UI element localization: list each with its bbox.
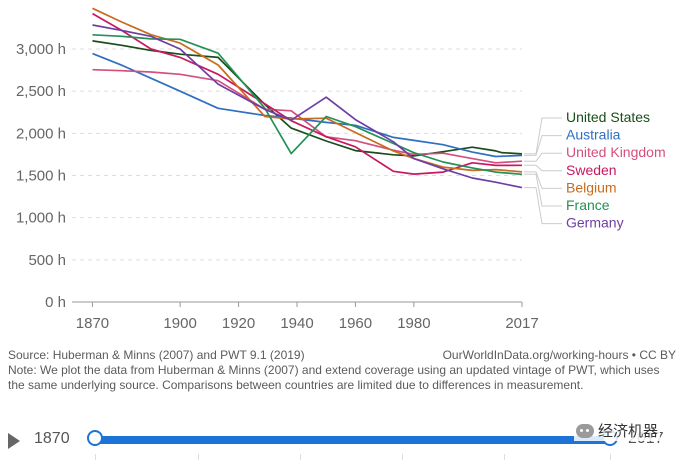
timeline-ticks: [95, 454, 612, 460]
y-tick-label: 500 h: [28, 252, 66, 269]
x-tick-label: 1960: [339, 315, 372, 332]
wechat-icon: [576, 423, 594, 438]
y-tick-label: 0 h: [45, 294, 66, 311]
x-tick-label: 1870: [76, 315, 109, 332]
source-text: Source: Huberman & Minns (2007) and PWT …: [8, 348, 305, 362]
x-tick-label: 2017: [505, 315, 538, 332]
y-tick-label: 1,500 h: [16, 168, 66, 185]
legend-connector-france: [524, 173, 562, 207]
timeline-slider: 1870 2017: [0, 424, 683, 460]
legend-label-united-states[interactable]: United States: [566, 109, 650, 125]
legend-connector-belgium: [524, 171, 562, 189]
x-tick-label: 1940: [280, 315, 313, 332]
x-tick-label: 1920: [222, 315, 255, 332]
legend-connector-united-kingdom: [524, 152, 562, 162]
legend-connector-sweden: [524, 164, 562, 172]
legend-label-sweden[interactable]: Sweden: [566, 162, 617, 178]
legend-connector-germany: [524, 187, 562, 225]
series-line-france[interactable]: [92, 33, 523, 176]
watermark: 经济机器: [574, 420, 661, 441]
note-text: Note: We plot the data from Huberman & M…: [8, 363, 660, 392]
chart-footer: Source: Huberman & Minns (2007) and PWT …: [8, 348, 676, 393]
timeline-track[interactable]: [95, 436, 611, 444]
legend-connector-united-states: [524, 117, 562, 155]
series-line-united-states[interactable]: [92, 40, 523, 157]
legend-connector-australia: [524, 135, 562, 156]
watermark-text: 经济机器: [598, 423, 659, 440]
legend-label-australia[interactable]: Australia: [566, 127, 621, 143]
credit-link[interactable]: OurWorldInData.org/working-hours • CC BY: [442, 348, 676, 362]
play-icon[interactable]: [8, 433, 20, 449]
legend-label-germany[interactable]: Germany: [566, 215, 624, 231]
y-tick-label: 2,500 h: [16, 83, 66, 100]
legend-label-united-kingdom[interactable]: United Kingdom: [566, 144, 666, 160]
series-line-belgium[interactable]: [92, 7, 523, 173]
series-lines: [92, 7, 523, 189]
series-line-australia[interactable]: [92, 52, 523, 158]
timeline-start-year: 1870: [34, 430, 70, 447]
legend-label-belgium[interactable]: Belgium: [566, 179, 617, 195]
legend-label-france[interactable]: France: [566, 197, 610, 213]
x-tick-label: 1980: [397, 315, 430, 332]
series-line-germany[interactable]: [92, 24, 523, 189]
timeline-start-handle[interactable]: [87, 430, 103, 446]
y-tick-label: 3,000 h: [16, 41, 66, 58]
working-hours-line-chart: 0 h 500 h 1,000 h 1,500 h 2,000 h 2,500 h 3,00…: [16, 7, 666, 332]
x-axis-ticks: 1870 1900 1920 1940 1960 1980 2017: [76, 302, 539, 332]
y-axis-ticks: 0 h 500 h 1,000 h 1,500 h 2,000 h 2,500 h 3,00…: [16, 41, 66, 311]
x-tick-label: 1900: [163, 315, 196, 332]
y-tick-label: 1,000 h: [16, 210, 66, 227]
grid-lines: [72, 48, 522, 303]
y-tick-label: 2,000 h: [16, 125, 66, 142]
